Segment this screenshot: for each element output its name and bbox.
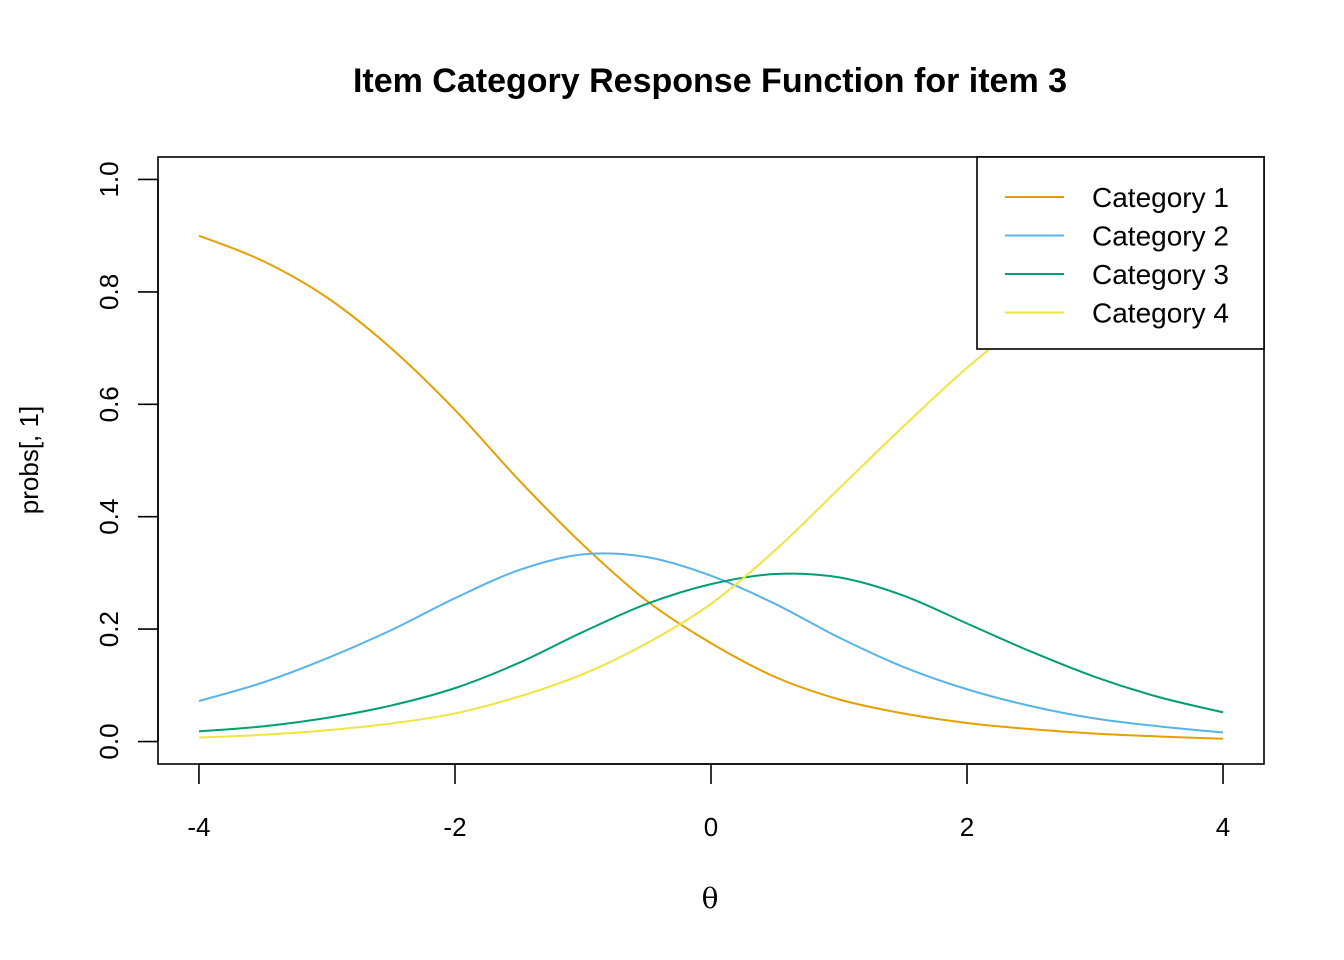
x-axis: -4 -2 0 2 4: [187, 763, 1230, 842]
x-tick-label: 2: [960, 812, 974, 842]
series-line-category-2: [198, 552, 1224, 734]
y-tick-label: 1.0: [94, 161, 124, 197]
legend-label-category-4: Category 4: [1092, 298, 1229, 329]
y-tick-label: 0.0: [94, 723, 124, 759]
legend-label-category-3: Category 3: [1092, 259, 1229, 290]
x-axis-label: θ: [702, 882, 719, 915]
y-axis-label: probs[, 1]: [14, 406, 44, 514]
legend: Category 1 Category 2 Category 3 Category 4: [976, 156, 1265, 350]
y-axis: 0.0 0.2 0.4 0.6 0.8 1.0: [94, 161, 159, 760]
x-tick-label: -4: [187, 812, 210, 842]
y-tick-label: 0.6: [94, 386, 124, 422]
y-tick-label: 0.4: [94, 499, 124, 535]
legend-box: [976, 156, 1265, 350]
series-line-category-1: [198, 234, 1224, 740]
x-tick-label: 0: [704, 812, 718, 842]
legend-label-category-1: Category 1: [1092, 182, 1229, 213]
chart-title: Item Category Response Function for item…: [353, 62, 1067, 100]
x-tick-label: 4: [1216, 812, 1230, 842]
x-tick-label: -2: [443, 812, 466, 842]
series-line-category-3: [198, 572, 1224, 733]
legend-label-category-2: Category 2: [1092, 221, 1229, 252]
y-tick-label: 0.8: [94, 274, 124, 310]
y-tick-label: 0.2: [94, 611, 124, 647]
